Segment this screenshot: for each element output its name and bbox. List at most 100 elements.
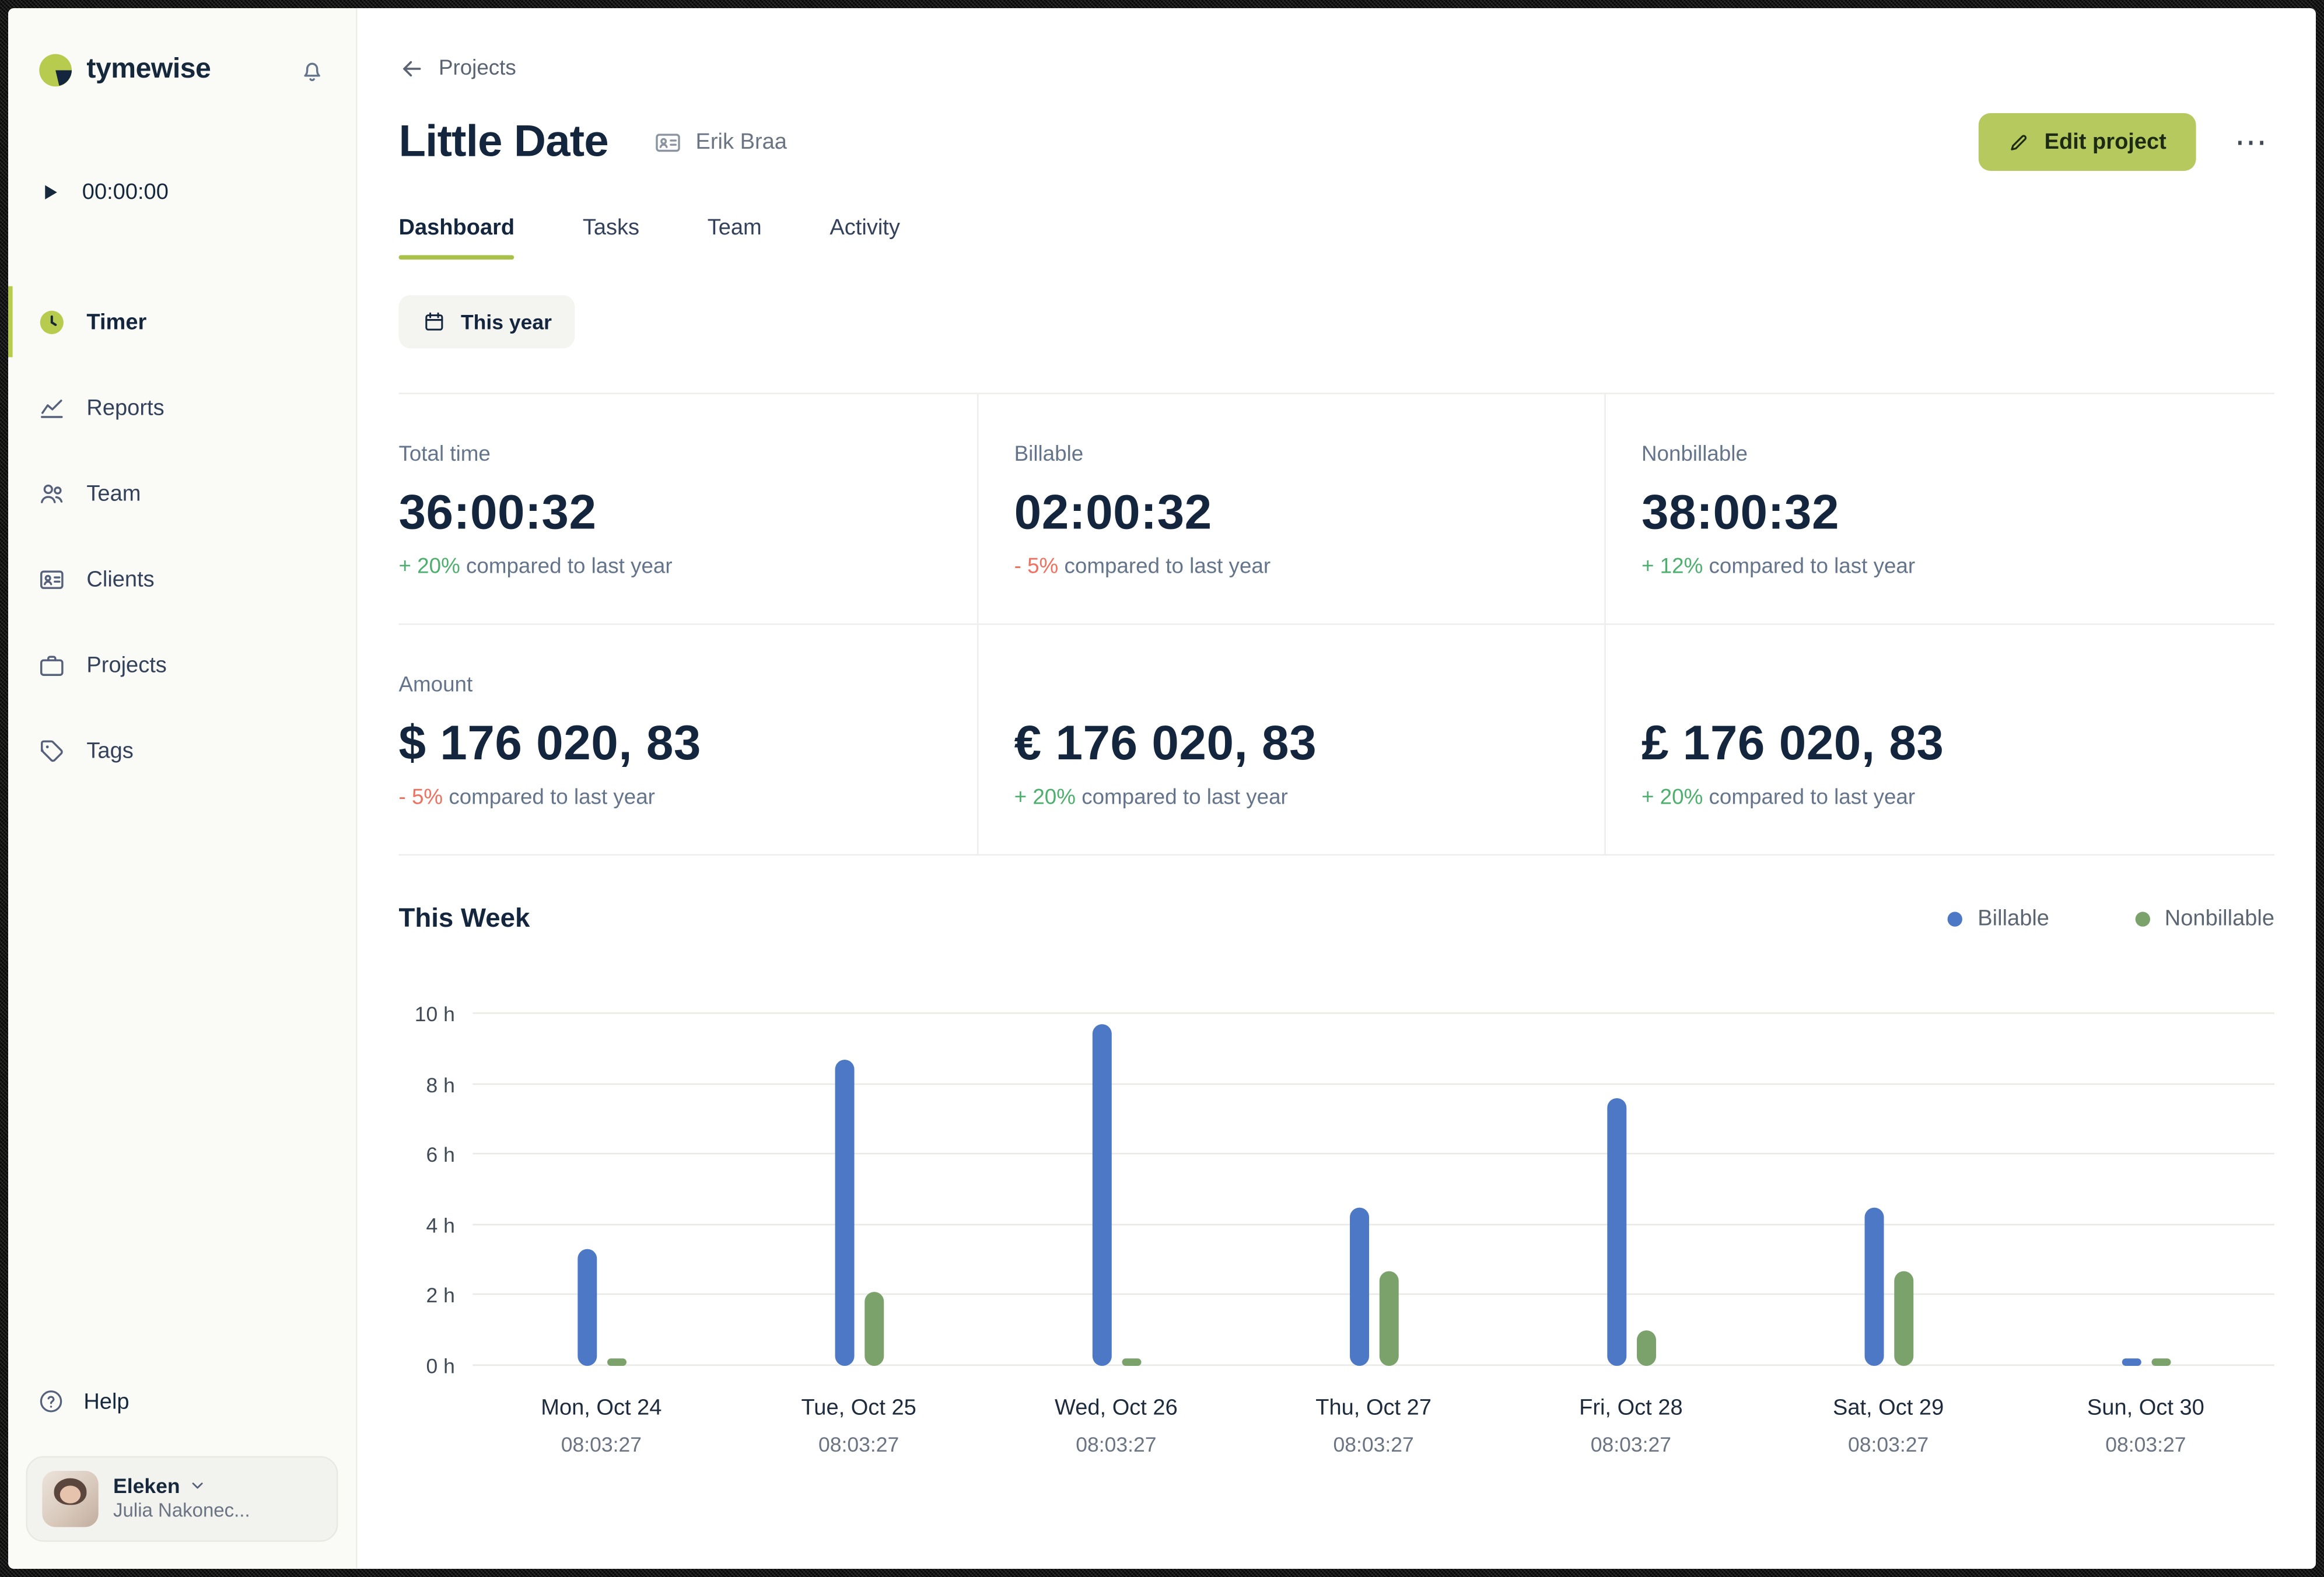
edit-project-button[interactable]: Edit project — [1979, 113, 2196, 171]
stat-amount-eur: € 176 020, 83 + 20% compared to last yea… — [977, 625, 1604, 854]
y-axis-tick: 6 h — [426, 1143, 455, 1167]
logo-row: tymewise — [8, 8, 356, 88]
sidebar-item-reports[interactable]: Reports — [8, 372, 356, 443]
week-section-header: This Week Billable Nonbillable — [398, 903, 2274, 934]
back-arrow-icon — [398, 55, 425, 82]
stat-delta: + 20% compared to last year — [398, 555, 942, 579]
help-link[interactable]: Help — [8, 1388, 356, 1415]
bar-billable — [1349, 1207, 1368, 1366]
gridline — [473, 1012, 2274, 1014]
stat-delta: - 5% compared to last year — [1014, 555, 1569, 579]
bar-group — [1502, 1014, 1759, 1366]
sidebar-item-tags[interactable]: Tags — [8, 715, 356, 786]
delta-percent: + 20% — [1014, 786, 1076, 810]
stat-total-time: Total time 36:00:32 + 20% compared to la… — [398, 394, 977, 623]
bar-group — [473, 1014, 730, 1366]
bar-group — [1245, 1014, 1502, 1366]
stat-delta: + 20% compared to last year — [1014, 786, 1569, 810]
stat-value: 38:00:32 — [1641, 484, 1840, 539]
stat-value: 02:00:32 — [1014, 484, 1212, 539]
legend-dot-nonbillable — [2135, 911, 2150, 926]
delta-percent: + 20% — [1641, 786, 1703, 810]
delta-suffix: compared to last year — [1082, 786, 1288, 810]
gridline — [473, 1082, 2274, 1085]
delta-percent: + 12% — [1641, 555, 1703, 579]
user-text: Eleken Julia Nakonec... — [113, 1474, 250, 1524]
tab-bar: Dashboard Tasks Team Activity — [398, 215, 2274, 260]
bar-nonbillable — [1636, 1330, 1656, 1366]
bar-nonbillable — [606, 1358, 626, 1366]
sidebar-item-label: Team — [86, 481, 141, 506]
more-options-button[interactable]: ⋯ — [2228, 117, 2274, 167]
chevron-down-icon[interactable] — [189, 1477, 206, 1494]
stat-delta: - 5% compared to last year — [398, 786, 942, 810]
x-axis-label: Wed, Oct 26 08:03:27 — [1055, 1395, 1178, 1456]
y-axis-tick: 10 h — [414, 1002, 455, 1026]
id-card-icon — [38, 565, 66, 593]
avatar — [42, 1471, 99, 1527]
pencil-icon — [2009, 131, 2031, 153]
delta-suffix: compared to last year — [1064, 555, 1271, 579]
gridline — [473, 1364, 2274, 1366]
stat-label: Nonbillable — [1641, 443, 1748, 467]
legend-item-nonbillable: Nonbillable — [2135, 906, 2274, 931]
tab-tasks[interactable]: Tasks — [582, 215, 640, 241]
sidebar-item-clients[interactable]: Clients — [8, 544, 356, 615]
reports-chart-icon — [38, 394, 66, 422]
y-axis-tick: 0 h — [426, 1354, 455, 1378]
date-range-label: This year — [460, 310, 552, 334]
chart-plot: 10 h 8 h 6 h 4 h 2 h 0 h — [415, 1002, 2274, 1378]
chart-legend: Billable Nonbillable — [1948, 906, 2274, 931]
app-window: tymewise 00:00:00 Timer Reports — [8, 8, 2316, 1569]
sidebar-item-label: Tags — [86, 738, 134, 763]
sidebar-item-projects[interactable]: Projects — [8, 629, 356, 700]
delta-percent: + 20% — [398, 555, 460, 579]
stat-label — [1642, 672, 2239, 699]
main-content: Projects Little Date Erik Braa Edit proj… — [357, 8, 2316, 1568]
stat-value: $ 176 020, 83 — [398, 715, 701, 770]
chart-x-labels: Mon, Oct 24 08:03:27 Tue, Oct 25 08:03:27 We… — [473, 1396, 2274, 1456]
play-button[interactable] — [38, 180, 63, 205]
breadcrumb[interactable]: Projects — [398, 55, 516, 82]
stat-value: 36:00:32 — [398, 484, 597, 539]
title-row: Little Date Erik Braa Edit project ⋯ — [398, 113, 2274, 171]
gridline — [473, 1153, 2274, 1155]
tab-dashboard[interactable]: Dashboard — [398, 215, 516, 260]
user-card[interactable]: Eleken Julia Nakonec... — [26, 1456, 338, 1542]
gridline — [473, 1224, 2274, 1225]
date-range-filter-button[interactable]: This year — [398, 295, 576, 349]
edit-project-label: Edit project — [2044, 129, 2166, 155]
bar-billable — [1091, 1024, 1111, 1366]
delta-suffix: compared to last year — [1709, 786, 1916, 810]
delta-percent: - 5% — [398, 786, 443, 810]
stat-label: Total time — [398, 443, 491, 467]
stat-value: £ 176 020, 83 — [1641, 715, 1944, 770]
amount-stats-row: Amount $ 176 020, 83 - 5% compared to la… — [398, 625, 2274, 856]
bar-nonbillable — [864, 1292, 883, 1366]
sidebar-item-label: Clients — [86, 566, 155, 592]
bar-billable — [577, 1249, 597, 1366]
users-icon — [38, 479, 66, 507]
app-logo-text: tymewise — [86, 54, 211, 85]
weekly-bar-chart: 10 h 8 h 6 h 4 h 2 h 0 h Mon, Oct 24 08:03:27 T… — [398, 1002, 2274, 1456]
bar-nonbillable — [1121, 1358, 1141, 1366]
bar-group — [2017, 1014, 2274, 1366]
project-owner: Erik Braa — [653, 127, 787, 157]
help-icon — [38, 1388, 65, 1415]
notifications-bell-icon[interactable] — [298, 56, 326, 84]
x-axis-label: Sun, Oct 30 08:03:27 — [2087, 1395, 2204, 1456]
bar-billable — [1606, 1098, 1626, 1366]
sidebar-item-label: Timer — [86, 309, 147, 335]
stat-label — [1014, 672, 1569, 699]
tab-team[interactable]: Team — [707, 215, 762, 241]
tab-activity[interactable]: Activity — [830, 215, 900, 241]
briefcase-icon — [38, 651, 66, 679]
clock-icon — [38, 308, 66, 336]
x-axis-label: Mon, Oct 24 08:03:27 — [541, 1395, 662, 1456]
page-title: Little Date — [398, 117, 608, 166]
sidebar-item-timer[interactable]: Timer — [8, 286, 356, 358]
stat-label: Billable — [1014, 443, 1084, 467]
timer-display: 00:00:00 — [8, 180, 356, 205]
sidebar-item-team[interactable]: Team — [8, 458, 356, 529]
bar-group — [988, 1014, 1245, 1366]
